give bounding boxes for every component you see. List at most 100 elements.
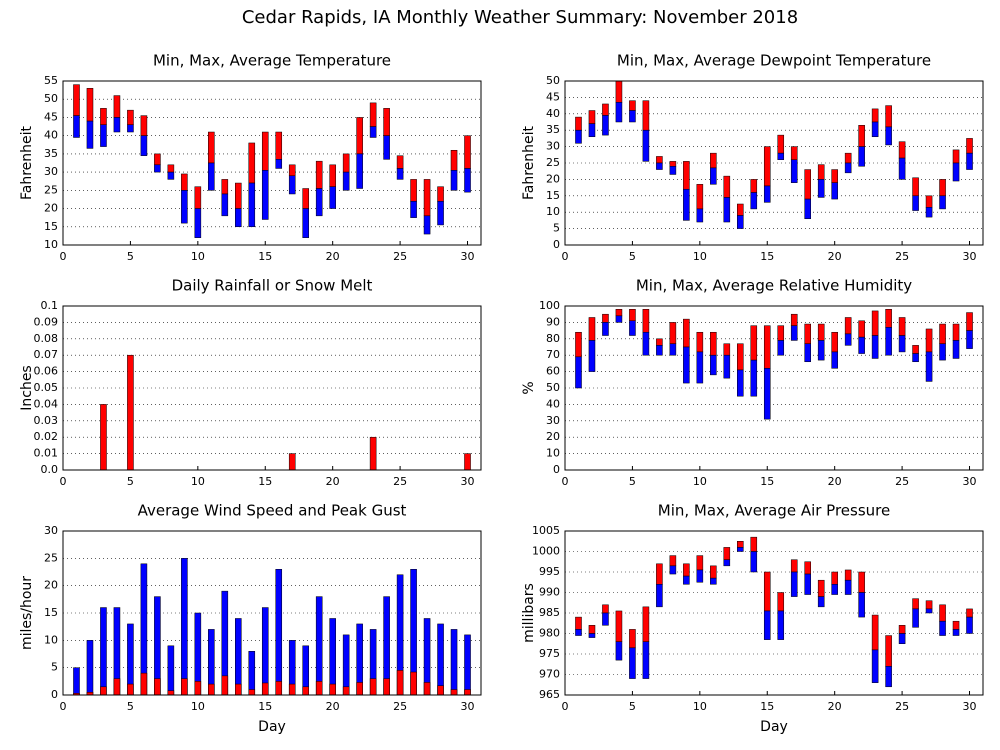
- bar-upper: [804, 561, 811, 575]
- bar-lower: [602, 322, 609, 336]
- bar-lower: [817, 179, 825, 198]
- bar-lower: [329, 186, 336, 209]
- x-tick-label: 0: [562, 700, 569, 713]
- bar-upper: [844, 317, 852, 335]
- bar-lower: [588, 123, 596, 138]
- bar-upper: [683, 318, 690, 348]
- bar-lower: [642, 129, 650, 162]
- y-tick-label: 20: [546, 430, 560, 443]
- bar-lower: [966, 616, 973, 634]
- x-tick-label: 10: [191, 250, 205, 263]
- bar-upper: [939, 179, 946, 197]
- bar-upper: [777, 592, 785, 612]
- y-tick-label: 990: [539, 586, 560, 599]
- bar-upper: [410, 179, 417, 202]
- x-tick-label: 15: [760, 250, 774, 263]
- y-tick-label: 10: [44, 238, 58, 251]
- bar: [235, 683, 242, 696]
- bar-lower: [656, 345, 663, 356]
- bar-upper: [642, 309, 650, 333]
- bar-upper: [817, 579, 825, 597]
- bar-upper: [817, 164, 825, 180]
- y-tick-label: 30: [44, 165, 58, 178]
- x-tick-label: 5: [629, 475, 636, 488]
- bar-lower: [369, 126, 377, 138]
- chart-title: Daily Rainfall or Snow Melt: [172, 277, 373, 295]
- bar: [208, 683, 215, 696]
- bar-upper: [710, 152, 717, 169]
- y-tick-label: 25: [546, 156, 560, 169]
- bar-lower: [710, 354, 717, 376]
- bar-lower: [181, 190, 188, 224]
- bar-lower: [629, 110, 636, 123]
- bar-lower: [925, 351, 933, 382]
- x-tick-label: 25: [895, 475, 909, 488]
- bar-lower: [208, 162, 215, 191]
- chart-title: Min, Max, Average Temperature: [153, 52, 391, 70]
- bar-upper: [952, 149, 960, 164]
- bar-upper: [235, 182, 242, 209]
- x-tick-label: 30: [461, 250, 475, 263]
- chart-title: Min, Max, Average Air Pressure: [658, 502, 890, 520]
- x-tick-label: 5: [127, 475, 134, 488]
- bar-lower: [629, 320, 636, 336]
- x-tick-label: 25: [393, 250, 407, 263]
- y-tick-label: 10: [44, 633, 58, 646]
- bar-lower: [831, 182, 838, 200]
- bar-lower: [939, 343, 946, 361]
- bar-lower: [790, 571, 798, 597]
- bar-lower: [127, 124, 134, 133]
- bar-upper: [342, 153, 350, 173]
- bar-upper: [683, 563, 690, 577]
- bar: [450, 689, 458, 696]
- bar-upper: [723, 547, 731, 560]
- y-tick-label: 70: [546, 348, 560, 361]
- x-tick-label: 5: [629, 700, 636, 713]
- x-tick-label: 20: [828, 475, 842, 488]
- bar-lower: [750, 551, 758, 573]
- bar-upper: [871, 108, 879, 123]
- bar-lower: [777, 610, 785, 640]
- bar-upper: [167, 164, 175, 173]
- x-tick-label: 0: [60, 475, 67, 488]
- bar-lower: [898, 633, 906, 644]
- bar-lower: [261, 170, 269, 220]
- x-tick-label: 15: [760, 475, 774, 488]
- bar-lower: [737, 547, 744, 552]
- y-tick-label: 30: [546, 414, 560, 427]
- y-tick-label: 0.07: [34, 348, 59, 361]
- bar-upper: [464, 135, 471, 169]
- bar-upper: [952, 323, 960, 341]
- bar: [181, 558, 188, 696]
- bar-lower: [656, 584, 663, 608]
- bar-lower: [858, 336, 865, 354]
- bar-upper: [710, 565, 717, 579]
- y-tick-label: 20: [44, 579, 58, 592]
- x-tick-label: 30: [461, 700, 475, 713]
- bar-lower: [804, 573, 811, 595]
- bar-lower: [450, 170, 458, 191]
- bar-upper: [871, 310, 879, 336]
- y-tick-label: 35: [44, 147, 58, 160]
- bar-upper: [831, 331, 838, 353]
- bar-lower: [750, 359, 758, 397]
- x-tick-label: 0: [562, 250, 569, 263]
- bar-upper: [602, 313, 609, 323]
- bar-upper: [588, 110, 596, 124]
- bar-upper: [261, 131, 269, 171]
- bar-lower: [629, 647, 636, 679]
- bar-upper: [194, 186, 202, 209]
- bar-upper: [669, 161, 677, 167]
- bar-upper: [615, 610, 623, 642]
- x-tick-label: 0: [60, 250, 67, 263]
- bar-upper: [629, 100, 636, 111]
- bar-lower: [750, 192, 758, 210]
- bar-upper: [844, 152, 852, 164]
- bar-upper: [763, 146, 771, 187]
- bar: [127, 354, 134, 471]
- bar: [369, 678, 377, 696]
- bar: [302, 686, 309, 696]
- bar-lower: [396, 168, 404, 180]
- bar-upper: [723, 175, 731, 198]
- bar-lower: [939, 195, 946, 210]
